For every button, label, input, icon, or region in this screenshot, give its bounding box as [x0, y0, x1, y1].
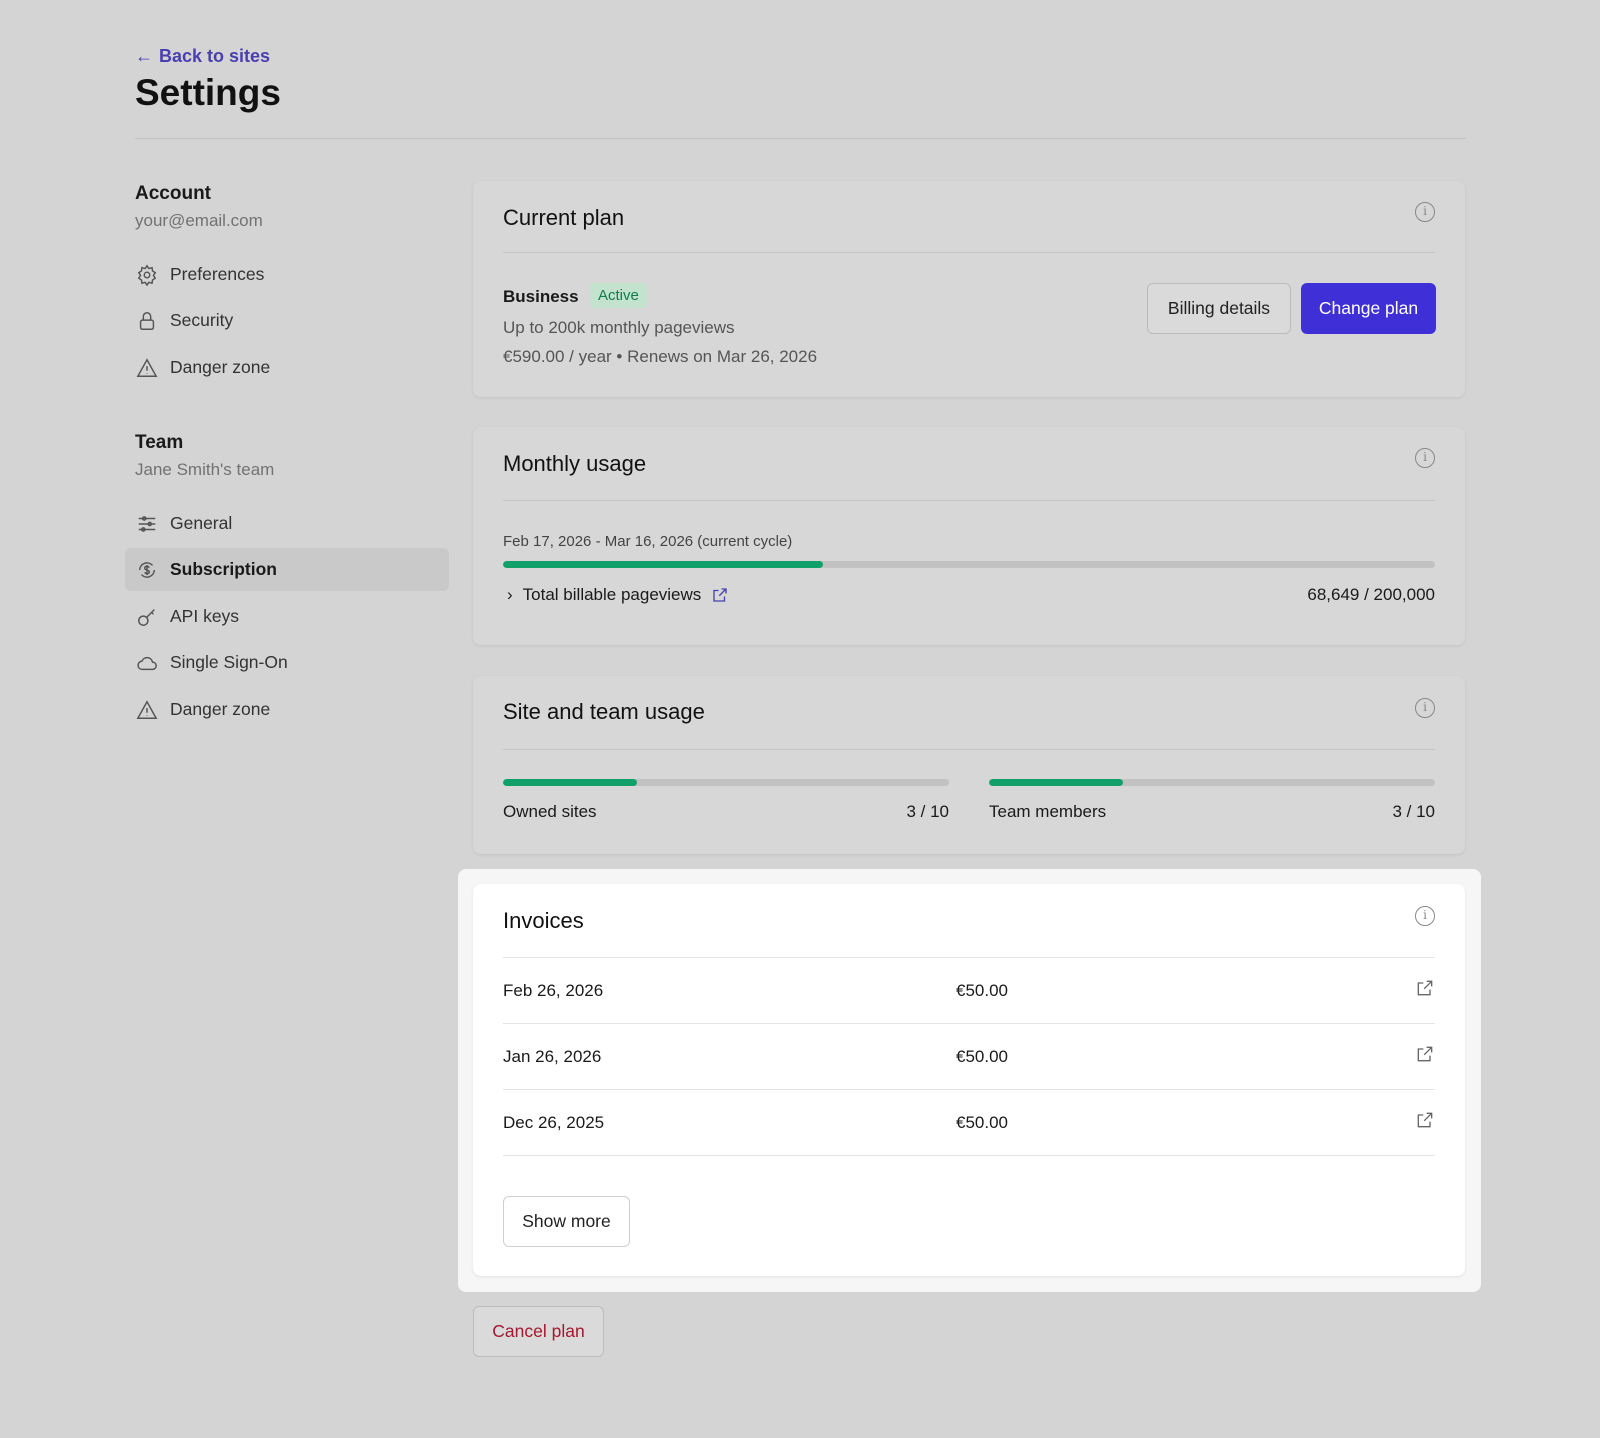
sliders-icon: [138, 515, 156, 532]
account-heading: Account: [135, 183, 211, 204]
invoices-card: Invoices i Feb 26, 2026 €50.00 Jan 26, 20…: [473, 884, 1465, 1276]
owned-sites-progress-bar: [503, 779, 949, 786]
billing-cycle: Feb 17, 2026 - Mar 16, 2026 (current cyc…: [503, 533, 793, 550]
arrow-left-icon: ←: [135, 46, 153, 66]
account-email: your@email.com: [135, 211, 263, 230]
divider: [503, 957, 1435, 958]
status-badge: Active: [590, 283, 647, 308]
owned-sites-label: Owned sites: [503, 802, 597, 821]
external-link-icon[interactable]: [1415, 978, 1435, 998]
chevron-right-icon: ›: [507, 585, 513, 604]
total-pageviews-toggle[interactable]: › Total billable pageviews: [507, 585, 729, 605]
sidebar-item-team-danger-zone[interactable]: Danger zone: [125, 688, 449, 731]
key-icon: [138, 608, 155, 626]
page-title: Settings: [135, 72, 281, 113]
divider: [503, 252, 1435, 253]
card-title: Invoices: [503, 908, 584, 933]
divider: [503, 749, 1435, 750]
warning-icon: [136, 357, 158, 377]
sidebar-item-security[interactable]: Security: [125, 299, 449, 342]
info-icon[interactable]: i: [1415, 906, 1435, 926]
sidebar-item-account-danger-zone[interactable]: Danger zone: [125, 346, 449, 389]
pageviews-value: 68,649 / 200,000: [1307, 585, 1435, 604]
external-link-icon[interactable]: [1415, 1110, 1435, 1130]
external-link-icon[interactable]: [711, 586, 729, 604]
progress-fill: [989, 779, 1123, 786]
gear-icon: [137, 264, 157, 286]
pageviews-progress-bar: [503, 561, 1435, 568]
progress-fill: [503, 779, 637, 786]
info-icon[interactable]: i: [1415, 698, 1435, 718]
show-more-button[interactable]: Show more: [503, 1196, 630, 1247]
cancel-plan-button[interactable]: Cancel plan: [473, 1306, 604, 1357]
sidebar-item-api-keys[interactable]: API keys: [125, 595, 449, 638]
external-link-icon[interactable]: [1415, 1044, 1435, 1064]
lock-icon: [139, 311, 155, 330]
team-members-value: 3 / 10: [1392, 802, 1435, 821]
team-members-progress-bar: [989, 779, 1435, 786]
invoice-row: Jan 26, 2026 €50.00: [503, 1024, 1435, 1090]
back-to-sites-link[interactable]: ← Back to sites: [135, 46, 271, 66]
info-icon[interactable]: i: [1415, 448, 1435, 468]
sidebar-item-subscription[interactable]: Subscription: [125, 548, 449, 591]
owned-sites-value: 3 / 10: [906, 802, 949, 821]
current-plan-card: Current plan i Business Active Up to 200…: [473, 181, 1465, 397]
site-team-usage-card: Site and team usage i Owned sites 3 / 10…: [473, 676, 1465, 854]
invoice-row: Feb 26, 2026 €50.00: [503, 958, 1435, 1024]
progress-fill: [503, 561, 823, 568]
card-title: Current plan: [503, 205, 625, 230]
plan-name: Business: [503, 287, 579, 306]
sidebar-item-sso[interactable]: Single Sign-On: [125, 641, 449, 684]
warning-icon: [136, 699, 158, 719]
plan-price: €590.00 / year • Renews on Mar 26, 2026: [503, 347, 818, 366]
team-heading: Team: [135, 432, 184, 453]
sidebar-item-general[interactable]: General: [125, 502, 449, 545]
team-name: Jane Smith's team: [135, 460, 275, 479]
sidebar-item-preferences[interactable]: Preferences: [125, 253, 449, 296]
divider: [503, 500, 1435, 501]
change-plan-button[interactable]: Change plan: [1301, 283, 1436, 334]
card-title: Monthly usage: [503, 451, 647, 476]
divider: [135, 138, 1466, 139]
team-members-label: Team members: [989, 802, 1107, 821]
cloud-icon: [137, 656, 157, 670]
dollar-cycle-icon: [138, 561, 156, 578]
plan-limit: Up to 200k monthly pageviews: [503, 318, 735, 337]
invoice-row: Dec 26, 2025 €50.00: [503, 1090, 1435, 1156]
monthly-usage-card: Monthly usage i Feb 17, 2026 - Mar 16, 2…: [473, 427, 1465, 645]
card-title: Site and team usage: [503, 699, 705, 724]
info-icon[interactable]: i: [1415, 202, 1435, 222]
billing-details-button[interactable]: Billing details: [1147, 283, 1291, 334]
